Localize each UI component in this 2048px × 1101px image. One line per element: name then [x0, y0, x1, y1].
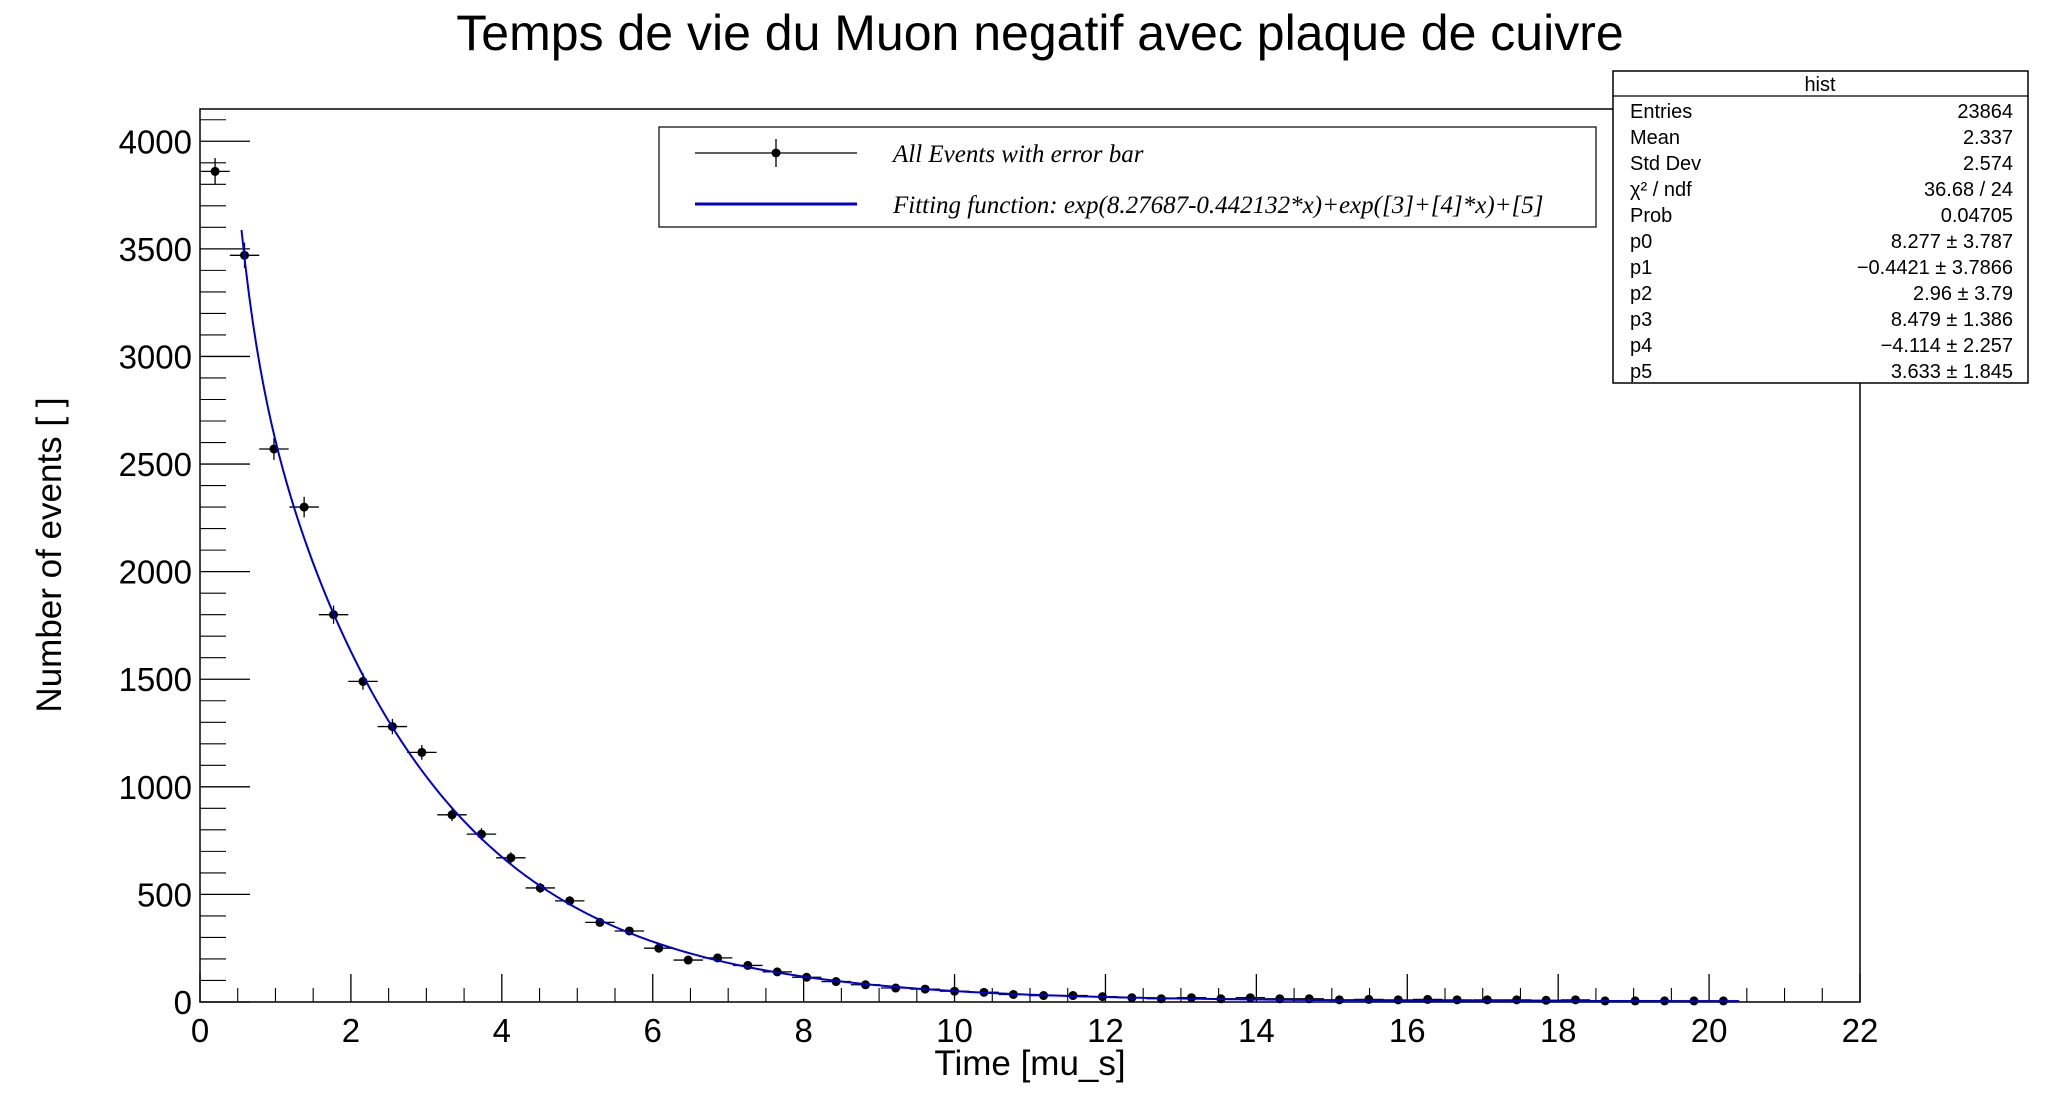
stats-row-value: 8.277 ± 3.787: [1891, 231, 2013, 253]
stats-row-value: 2.574: [1963, 153, 2013, 175]
data-point: [1560, 995, 1591, 1005]
x-tick-label: 2: [342, 1012, 360, 1049]
chart-title: Temps de vie du Muon negatif avec plaque…: [456, 5, 1623, 61]
legend-box: [658, 126, 1597, 228]
y-tick-label: 0: [174, 984, 192, 1021]
stats-row-label: Std Dev: [1630, 153, 1701, 175]
point-marker: [683, 955, 693, 965]
y-tick-label: 1500: [119, 661, 192, 698]
point-marker: [506, 853, 516, 863]
stats-row-value: 36.68 / 24: [1924, 179, 2013, 201]
data-points: [200, 158, 1739, 1006]
data-point: [437, 808, 467, 822]
stats-row-value: 2.337: [1963, 127, 2013, 149]
x-tick-label: 16: [1389, 1012, 1426, 1049]
y-tick-label: 500: [137, 876, 192, 913]
stats-row-label: p5: [1630, 361, 1652, 383]
stats-row-label: p0: [1630, 231, 1652, 253]
stats-box-frame: [1612, 70, 2029, 384]
point-marker: [299, 502, 309, 512]
x-axis: 0 2 4 6 8 10 12 14 16 18 20 22: [191, 974, 1879, 1049]
y-tick-label: 3000: [119, 338, 192, 375]
point-marker: [1304, 994, 1314, 1004]
stats-row-value: 23864: [1957, 101, 2013, 123]
stats-row-value: 8.479 ± 1.386: [1891, 309, 2013, 331]
stats-row-value: −4.114 ± 2.257: [1881, 335, 2013, 357]
y-tick-label: 2500: [119, 446, 192, 483]
stats-row-label: Prob: [1630, 205, 1672, 227]
x-tick-label: 12: [1087, 1012, 1124, 1049]
data-point: [673, 955, 703, 965]
x-tick-label: 6: [644, 1012, 662, 1049]
point-marker: [417, 747, 427, 757]
stats-row-label: Entries: [1630, 101, 1692, 123]
stats-row-value: 0.04705: [1941, 205, 2013, 227]
stats-row-label: Mean: [1630, 127, 1680, 149]
stats-row-label: p3: [1630, 309, 1652, 331]
stats-row-label: p4: [1630, 335, 1652, 357]
legend: All Events with error bar Fitting functi…: [658, 126, 1597, 228]
point-marker: [1245, 993, 1255, 1003]
stats-rows: Entries 23864 Mean 2.337 Std Dev 2.574 χ² / nd…: [1630, 101, 2013, 383]
data-point: [496, 852, 526, 864]
x-tick-label: 0: [191, 1012, 209, 1049]
y-tick-label: 2000: [119, 554, 192, 591]
x-axis-label: Time [mu_s]: [934, 1044, 1125, 1083]
y-axis: 0 500 1000 1500 2000 2500 3000 3500 4000: [119, 119, 250, 1021]
x-tick-label: 4: [493, 1012, 511, 1049]
legend-fit-label: Fitting function: exp(8.27687-0.442132*x…: [892, 192, 1544, 219]
point-marker: [1423, 994, 1433, 1004]
point-marker: [210, 166, 220, 176]
stats-row-value: 3.633 ± 1.845: [1891, 361, 2013, 383]
stats-box: hist Entries 23864 Mean 2.337 Std Dev 2.574 χ²…: [1612, 70, 2029, 384]
y-tick-label: 1000: [119, 769, 192, 806]
data-point: [644, 943, 674, 953]
legend-points-marker-dot: [771, 148, 781, 158]
y-tick-label: 4000: [119, 123, 192, 160]
stats-row-value: 2.96 ± 3.79: [1913, 283, 2013, 305]
data-point: [407, 745, 437, 760]
legend-points-label: All Events with error bar: [891, 141, 1144, 168]
plot-frame: [199, 108, 1861, 1003]
x-tick-label: 22: [1842, 1012, 1879, 1049]
x-tick-label: 18: [1540, 1012, 1577, 1049]
data-point: [259, 438, 289, 460]
data-point: [525, 883, 556, 893]
x-tick-label: 10: [936, 1012, 973, 1049]
point-marker: [1571, 995, 1581, 1005]
stats-row-label: χ² / ndf: [1630, 179, 1692, 201]
data-point: [200, 158, 230, 185]
data-point: [1412, 994, 1443, 1004]
x-tick-label: 20: [1691, 1012, 1728, 1049]
data-point: [1235, 993, 1266, 1003]
stats-row-value: −0.4421 ± 3.7866: [1857, 257, 2013, 279]
x-tick-label: 14: [1238, 1012, 1275, 1049]
y-axis-label: Number of events [ ]: [30, 397, 69, 712]
stats-box-title: hist: [1804, 74, 1836, 96]
y-tick-label: 3500: [119, 231, 192, 268]
point-marker: [654, 943, 664, 953]
fit-curve-layer: [240, 229, 1740, 1003]
stats-row-label: p1: [1630, 257, 1652, 279]
fit-curve: [240, 229, 1740, 1003]
x-tick-label: 8: [794, 1012, 812, 1049]
stats-row-label: p2: [1630, 283, 1652, 305]
point-marker: [447, 810, 457, 820]
